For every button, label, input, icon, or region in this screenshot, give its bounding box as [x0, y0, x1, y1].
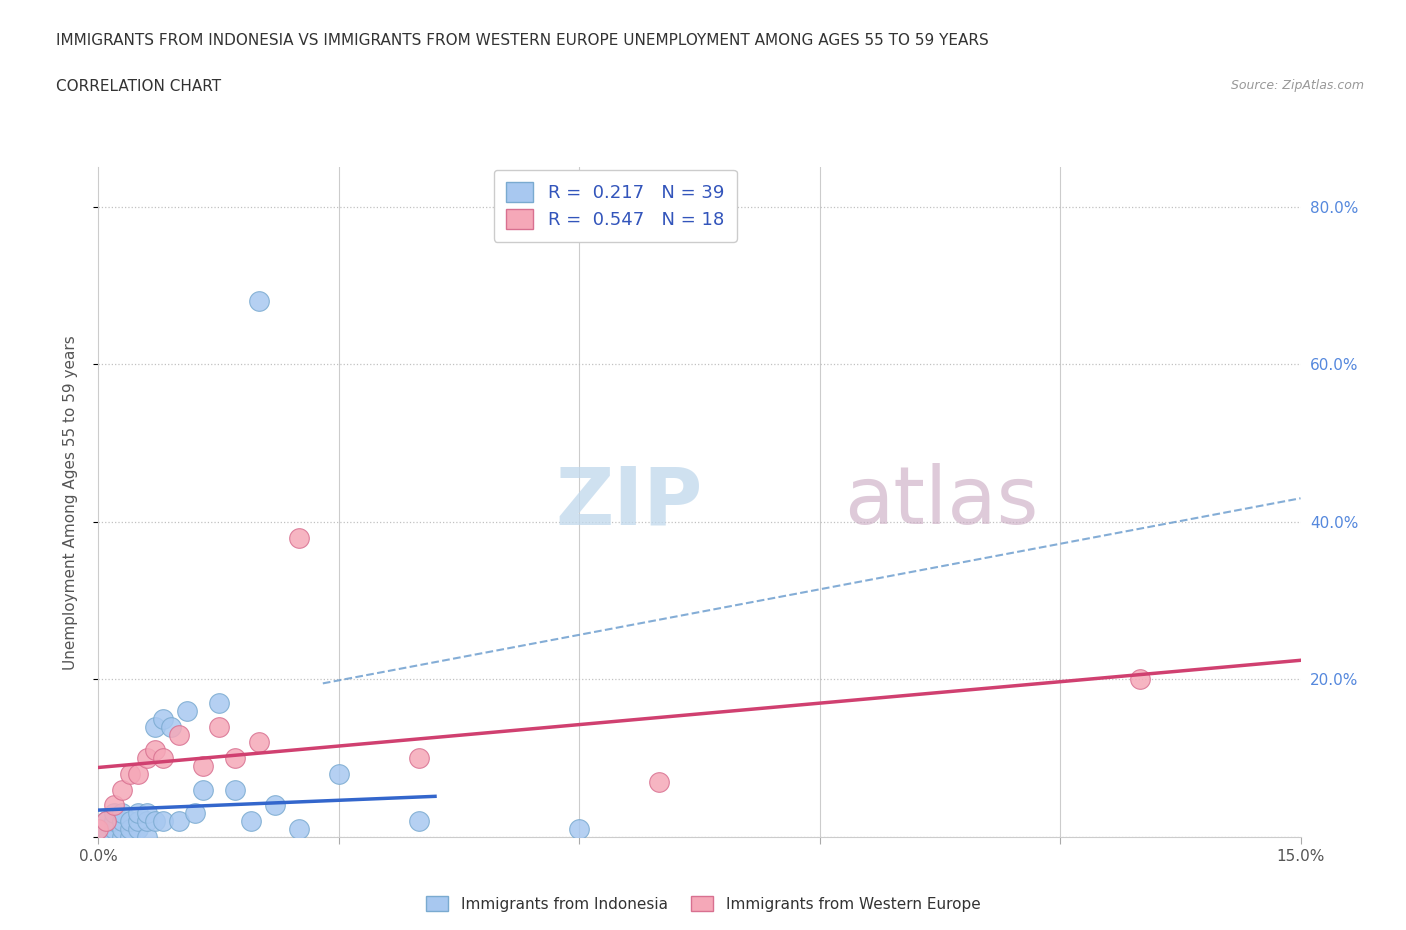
Point: [167, 814, 190, 829]
Point: [143, 814, 166, 829]
Point: [135, 806, 157, 821]
Point: [152, 814, 174, 829]
Point: [247, 735, 270, 750]
Point: [191, 759, 214, 774]
Point: [103, 822, 125, 837]
Point: [263, 798, 285, 813]
Text: atlas: atlas: [844, 463, 1038, 541]
Point: [288, 822, 311, 837]
Point: [111, 814, 134, 829]
Point: [103, 814, 125, 829]
Point: [568, 822, 591, 837]
Point: [120, 830, 142, 844]
Point: [247, 294, 270, 309]
Point: [103, 806, 125, 821]
Point: [167, 727, 190, 742]
Point: [96, 830, 118, 844]
Point: [111, 830, 134, 844]
Point: [96, 822, 118, 837]
Legend: Immigrants from Indonesia, Immigrants from Western Europe: Immigrants from Indonesia, Immigrants fr…: [419, 889, 987, 918]
Text: Source: ZipAtlas.com: Source: ZipAtlas.com: [1230, 79, 1364, 92]
Point: [120, 766, 142, 781]
Text: IMMIGRANTS FROM INDONESIA VS IMMIGRANTS FROM WESTERN EUROPE UNEMPLOYMENT AMONG A: IMMIGRANTS FROM INDONESIA VS IMMIGRANTS …: [56, 33, 988, 47]
Point: [208, 719, 231, 734]
Point: [96, 814, 118, 829]
Point: [128, 806, 150, 821]
Point: [239, 814, 262, 829]
Point: [208, 696, 231, 711]
Point: [328, 766, 350, 781]
Point: [408, 751, 430, 765]
Point: [408, 814, 430, 829]
Point: [135, 751, 157, 765]
Legend: R =  0.217   N = 39, R =  0.547   N = 18: R = 0.217 N = 39, R = 0.547 N = 18: [494, 170, 737, 242]
Point: [152, 751, 174, 765]
Point: [111, 782, 134, 797]
Point: [87, 826, 110, 841]
Point: [143, 719, 166, 734]
Point: [224, 782, 246, 797]
Text: ZIP: ZIP: [555, 463, 703, 541]
Point: [224, 751, 246, 765]
Y-axis label: Unemployment Among Ages 55 to 59 years: Unemployment Among Ages 55 to 59 years: [63, 335, 77, 670]
Point: [191, 782, 214, 797]
Point: [128, 822, 150, 837]
Text: CORRELATION CHART: CORRELATION CHART: [56, 79, 221, 94]
Point: [120, 814, 142, 829]
Point: [143, 743, 166, 758]
Point: [159, 719, 181, 734]
Point: [111, 822, 134, 837]
Point: [648, 775, 671, 790]
Point: [135, 830, 157, 844]
Point: [1129, 672, 1152, 687]
Point: [96, 814, 118, 829]
Point: [176, 703, 198, 718]
Point: [111, 806, 134, 821]
Point: [183, 806, 205, 821]
Point: [128, 814, 150, 829]
Point: [103, 798, 125, 813]
Point: [87, 822, 110, 837]
Point: [87, 822, 110, 837]
Point: [128, 766, 150, 781]
Point: [135, 814, 157, 829]
Point: [120, 822, 142, 837]
Point: [288, 530, 311, 545]
Point: [152, 711, 174, 726]
